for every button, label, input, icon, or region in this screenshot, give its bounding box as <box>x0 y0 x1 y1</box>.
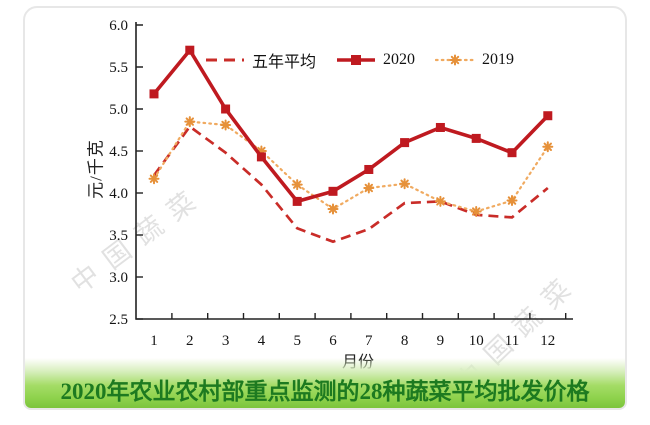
legend-dotted-star-sample <box>435 54 476 66</box>
svg-text:6.0: 6.0 <box>109 18 128 34</box>
svg-text:3: 3 <box>222 333 230 349</box>
svg-text:1: 1 <box>150 333 158 349</box>
svg-text:8: 8 <box>401 333 409 349</box>
svg-text:12: 12 <box>540 333 555 349</box>
svg-text:10: 10 <box>469 333 484 349</box>
svg-text:9: 9 <box>437 333 445 349</box>
legend-item-2019: 2019 <box>435 51 514 69</box>
svg-text:7: 7 <box>365 333 373 349</box>
svg-text:4.5: 4.5 <box>109 144 128 160</box>
svg-text:11: 11 <box>505 333 519 349</box>
legend-item-2020: 2020 <box>336 51 415 69</box>
svg-text:6: 6 <box>329 333 337 349</box>
svg-text:2.5: 2.5 <box>109 312 128 328</box>
svg-text:5.0: 5.0 <box>109 102 128 118</box>
svg-text:5.5: 5.5 <box>109 60 128 76</box>
chart-title: 2020年农业农村部重点监测的28种蔬菜平均批发价格 <box>60 379 590 404</box>
line-chart: 2.53.03.54.04.55.05.56.01 2 3 4 5 6 7 8 9 10 11 12 <box>109 18 573 349</box>
legend-label-2020: 2020 <box>383 51 416 68</box>
legend-label-five-year-avg: 五年平均 <box>252 54 317 71</box>
legend-solid-square-sample <box>337 55 376 65</box>
title-banner: 2020年农业农村部重点监测的28种蔬菜平均批发价格 <box>25 358 625 408</box>
legend-item-five-year-avg: 五年平均 <box>205 48 316 72</box>
legend-label-2019: 2019 <box>482 51 515 68</box>
chart-card: 中国蔬菜 中国蔬菜 2.5 3.0 3.5 4.0 4.5 5.0 5.5 6.0 1 2 3 4 5 6… <box>23 6 627 410</box>
legend-dashed-line-sample <box>206 58 244 62</box>
svg-text:3.5: 3.5 <box>109 228 128 244</box>
legend: 五年平均 2020 2019 <box>205 48 514 72</box>
svg-text:4.0: 4.0 <box>109 186 128 202</box>
svg-text:4: 4 <box>258 333 266 349</box>
y-axis-title: 元/千克 <box>86 139 106 199</box>
svg-text:5: 5 <box>293 333 301 349</box>
svg-text:3.0: 3.0 <box>109 270 128 286</box>
svg-text:2: 2 <box>186 333 194 349</box>
